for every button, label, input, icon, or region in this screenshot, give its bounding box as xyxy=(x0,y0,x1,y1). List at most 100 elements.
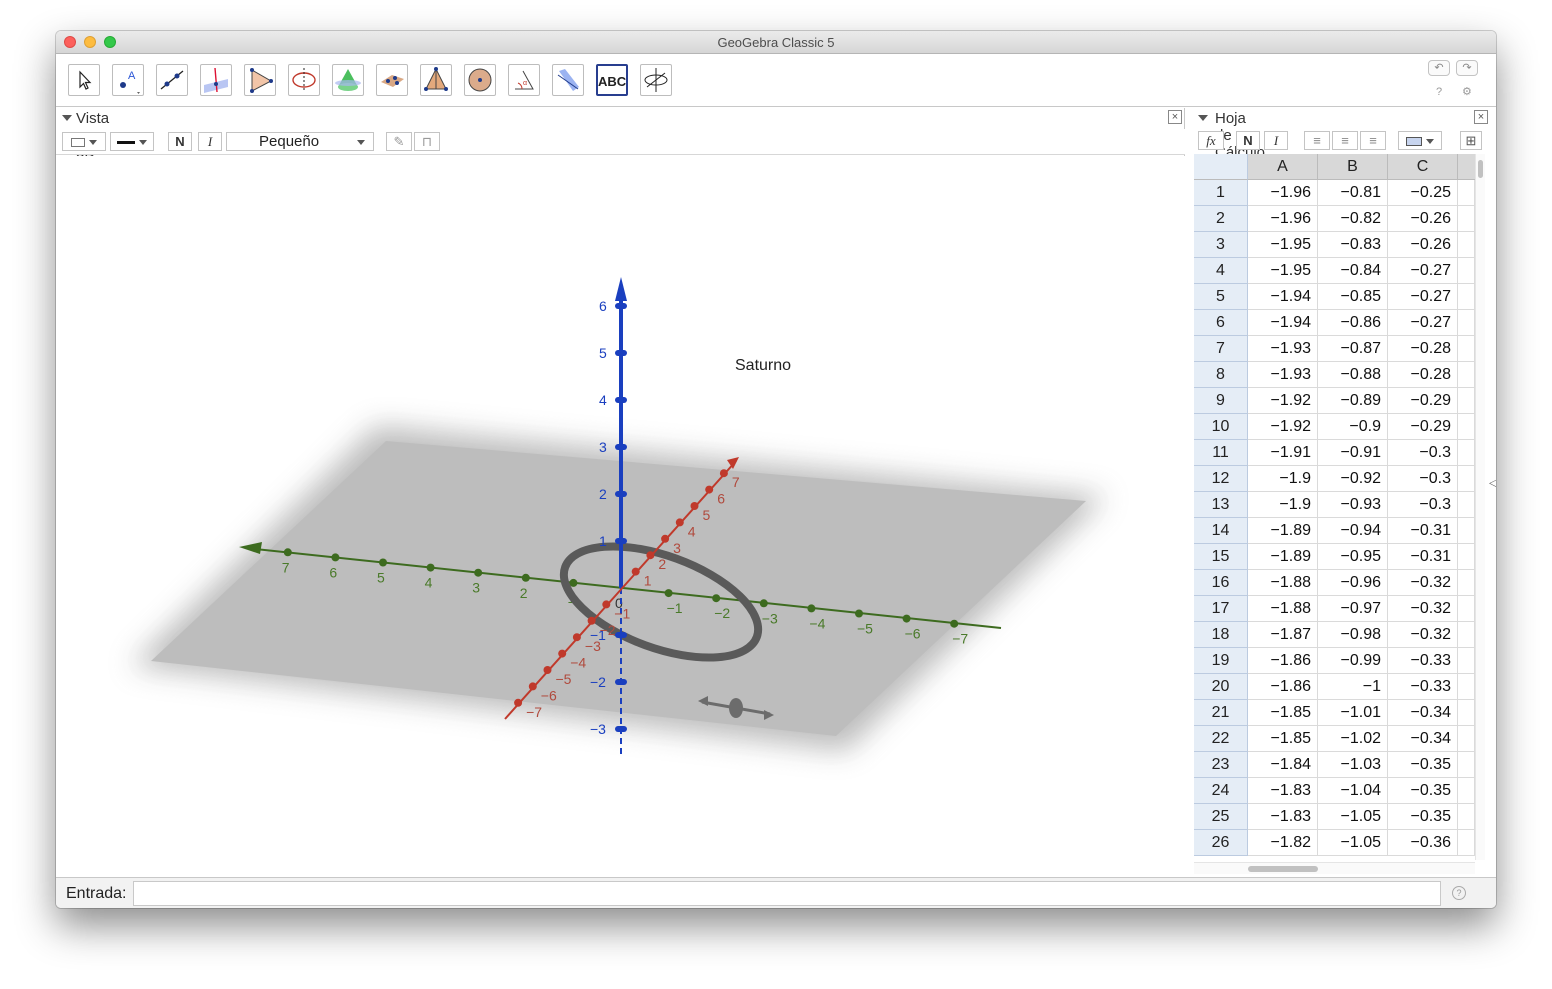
cell-c16[interactable]: −0.32 xyxy=(1388,570,1458,596)
collapse-triangle-icon[interactable] xyxy=(1198,115,1208,121)
cell-d9[interactable] xyxy=(1458,388,1475,414)
cell-b2[interactable]: −0.82 xyxy=(1318,206,1388,232)
cell-d20[interactable] xyxy=(1458,674,1475,700)
cell-b16[interactable]: −0.96 xyxy=(1318,570,1388,596)
horizontal-scrollbar[interactable] xyxy=(1194,862,1475,874)
cell-b19[interactable]: −0.99 xyxy=(1318,648,1388,674)
cell-d4[interactable] xyxy=(1458,258,1475,284)
row-header[interactable]: 1 xyxy=(1194,180,1248,206)
gear-icon[interactable]: ⚙ xyxy=(1462,86,1472,98)
cell-b7[interactable]: −0.87 xyxy=(1318,336,1388,362)
cell-a1[interactable]: −1.96 xyxy=(1248,180,1318,206)
cell-b5[interactable]: −0.85 xyxy=(1318,284,1388,310)
cell-d24[interactable] xyxy=(1458,778,1475,804)
row-header[interactable]: 14 xyxy=(1194,518,1248,544)
cell-b26[interactable]: −1.05 xyxy=(1318,830,1388,856)
cell-a26[interactable]: −1.82 xyxy=(1248,830,1318,856)
cell-d23[interactable] xyxy=(1458,752,1475,778)
cell-b15[interactable]: −0.95 xyxy=(1318,544,1388,570)
cell-a8[interactable]: −1.93 xyxy=(1248,362,1318,388)
cell-c4[interactable]: −0.27 xyxy=(1388,258,1458,284)
row-header[interactable]: 22 xyxy=(1194,726,1248,752)
cell-c7[interactable]: −0.28 xyxy=(1388,336,1458,362)
cell-a23[interactable]: −1.84 xyxy=(1248,752,1318,778)
cell-a19[interactable]: −1.86 xyxy=(1248,648,1318,674)
cell-c6[interactable]: −0.27 xyxy=(1388,310,1458,336)
cell-c1[interactable]: −0.25 xyxy=(1388,180,1458,206)
cell-d17[interactable] xyxy=(1458,596,1475,622)
cell-a24[interactable]: −1.83 xyxy=(1248,778,1318,804)
cell-a25[interactable]: −1.83 xyxy=(1248,804,1318,830)
maximize-window-button[interactable] xyxy=(104,36,116,48)
cell-d19[interactable] xyxy=(1458,648,1475,674)
cell-c15[interactable]: −0.31 xyxy=(1388,544,1458,570)
cell-c19[interactable]: −0.33 xyxy=(1388,648,1458,674)
intersect-tool[interactable] xyxy=(376,64,408,96)
cell-a21[interactable]: −1.85 xyxy=(1248,700,1318,726)
cell-a18[interactable]: −1.87 xyxy=(1248,622,1318,648)
move-tool[interactable] xyxy=(68,64,100,96)
column-header-b[interactable]: B xyxy=(1318,154,1388,180)
row-header[interactable]: 12 xyxy=(1194,466,1248,492)
cell-b18[interactable]: −0.98 xyxy=(1318,622,1388,648)
cell-c25[interactable]: −0.35 xyxy=(1388,804,1458,830)
cell-a2[interactable]: −1.96 xyxy=(1248,206,1318,232)
cell-d7[interactable] xyxy=(1458,336,1475,362)
cell-b24[interactable]: −1.04 xyxy=(1318,778,1388,804)
row-header[interactable]: 8 xyxy=(1194,362,1248,388)
cell-b14[interactable]: −0.94 xyxy=(1318,518,1388,544)
cell-c2[interactable]: −0.26 xyxy=(1388,206,1458,232)
cell-c3[interactable]: −0.26 xyxy=(1388,232,1458,258)
cell-a22[interactable]: −1.85 xyxy=(1248,726,1318,752)
cell-a10[interactable]: −1.92 xyxy=(1248,414,1318,440)
circle-tool[interactable] xyxy=(288,64,320,96)
cell-b6[interactable]: −0.86 xyxy=(1318,310,1388,336)
cell-d2[interactable] xyxy=(1458,206,1475,232)
row-header[interactable]: 20 xyxy=(1194,674,1248,700)
rotate-view-tool[interactable] xyxy=(640,64,672,96)
pin-icon[interactable]: ✎ xyxy=(386,132,412,151)
cell-c5[interactable]: −0.27 xyxy=(1388,284,1458,310)
cell-b8[interactable]: −0.88 xyxy=(1318,362,1388,388)
cell-a11[interactable]: −1.91 xyxy=(1248,440,1318,466)
vertical-scrollbar[interactable] xyxy=(1475,154,1485,860)
cell-b21[interactable]: −1.01 xyxy=(1318,700,1388,726)
cell-c20[interactable]: −0.33 xyxy=(1388,674,1458,700)
align-right-icon[interactable]: ≡ xyxy=(1360,131,1386,150)
cell-a13[interactable]: −1.9 xyxy=(1248,492,1318,518)
input-field[interactable] xyxy=(133,881,1441,906)
cell-d15[interactable] xyxy=(1458,544,1475,570)
row-header[interactable]: 2 xyxy=(1194,206,1248,232)
row-header[interactable]: 11 xyxy=(1194,440,1248,466)
point-tool[interactable]: A xyxy=(112,64,144,96)
cell-d16[interactable] xyxy=(1458,570,1475,596)
cell-c17[interactable]: −0.32 xyxy=(1388,596,1458,622)
row-header[interactable]: 6 xyxy=(1194,310,1248,336)
scroll-thumb[interactable] xyxy=(1478,160,1483,178)
cell-d6[interactable] xyxy=(1458,310,1475,336)
bold-button[interactable]: N xyxy=(168,132,192,151)
cell-b12[interactable]: −0.92 xyxy=(1318,466,1388,492)
cell-c24[interactable]: −0.35 xyxy=(1388,778,1458,804)
cell-c22[interactable]: −0.34 xyxy=(1388,726,1458,752)
input-help-icon[interactable]: ? xyxy=(1452,886,1466,900)
column-header-c[interactable]: C xyxy=(1388,154,1458,180)
cell-a17[interactable]: −1.88 xyxy=(1248,596,1318,622)
cell-d3[interactable] xyxy=(1458,232,1475,258)
cell-c18[interactable]: −0.32 xyxy=(1388,622,1458,648)
bold-button[interactable]: N xyxy=(1236,131,1260,150)
cell-d14[interactable] xyxy=(1458,518,1475,544)
cell-a3[interactable]: −1.95 xyxy=(1248,232,1318,258)
collapse-triangle-icon[interactable] xyxy=(62,115,72,121)
close-window-button[interactable] xyxy=(64,36,76,48)
cell-c8[interactable]: −0.28 xyxy=(1388,362,1458,388)
cell-d25[interactable] xyxy=(1458,804,1475,830)
cell-c13[interactable]: −0.3 xyxy=(1388,492,1458,518)
align-center-icon[interactable]: ≡ xyxy=(1332,131,1358,150)
border-icon[interactable]: ⊞ xyxy=(1460,131,1482,150)
scroll-thumb[interactable] xyxy=(1248,866,1318,872)
row-header[interactable]: 19 xyxy=(1194,648,1248,674)
row-header[interactable]: 25 xyxy=(1194,804,1248,830)
fx-button[interactable]: fx xyxy=(1198,131,1224,150)
row-header[interactable]: 21 xyxy=(1194,700,1248,726)
